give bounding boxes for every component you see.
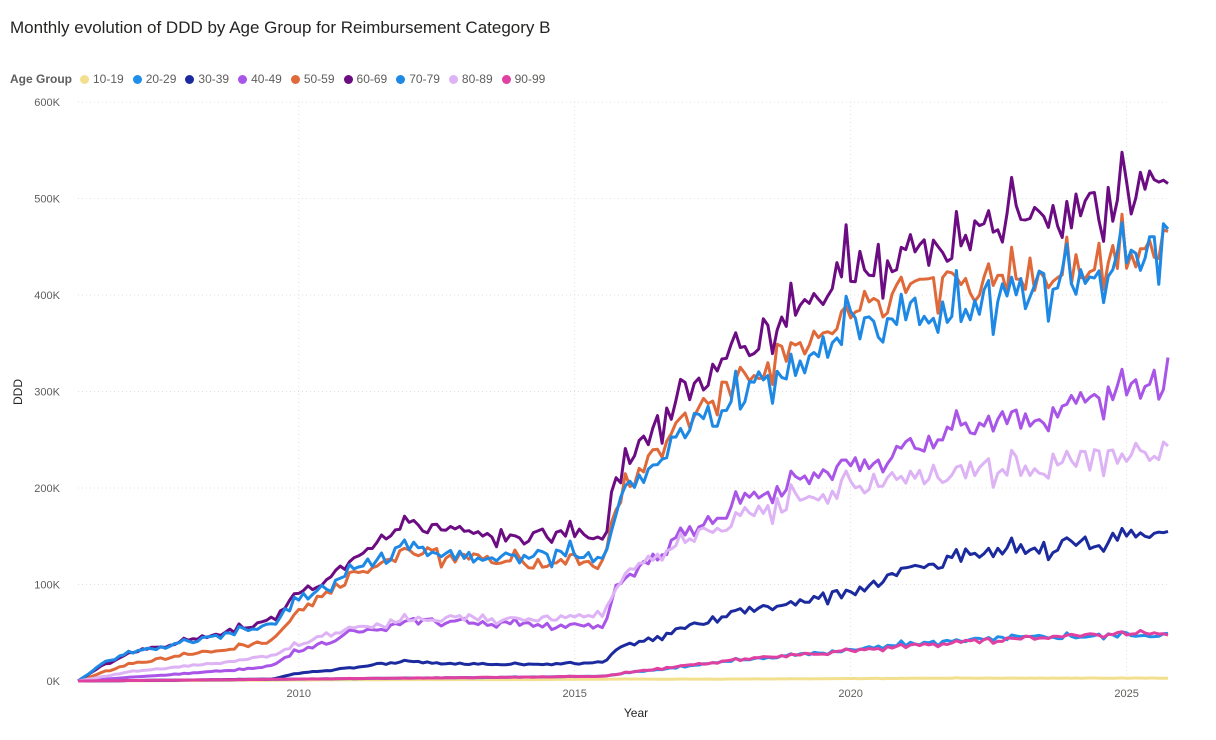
legend-item-50-59[interactable]: 50-59 — [290, 72, 335, 86]
legend-item-90-99[interactable]: 90-99 — [501, 72, 546, 86]
x-tick-label: 2015 — [562, 688, 586, 700]
legend-item-80-89[interactable]: 80-89 — [448, 72, 493, 86]
legend-label: 30-39 — [198, 72, 230, 86]
x-tick-label: 2025 — [1114, 688, 1138, 700]
series-line-70-79[interactable] — [77, 221, 1170, 683]
legend-dot-icon — [396, 74, 406, 84]
y-tick-label: 600K — [34, 97, 60, 109]
gridlines — [78, 101, 1168, 681]
x-tick-label: 2020 — [838, 688, 862, 700]
legend: Age Group 10-19 20-29 30-39 40-49 50-59 … — [10, 72, 554, 86]
x-axis-title: Year — [624, 706, 648, 720]
y-tick-label: 400K — [34, 290, 60, 302]
series-line-40-49[interactable] — [77, 357, 1170, 683]
y-axis: 0K 100K 200K 300K 400K 500K 600K — [34, 97, 60, 688]
series-line-90-99[interactable] — [78, 628, 1169, 683]
legend-label: 60-69 — [356, 72, 388, 86]
legend-dot-icon — [501, 74, 511, 84]
series-line-80-89[interactable] — [77, 440, 1169, 683]
legend-label: 90-99 — [514, 72, 546, 86]
legend-item-30-39[interactable]: 30-39 — [185, 72, 229, 86]
legend-item-10-19[interactable]: 10-19 — [80, 72, 124, 86]
y-tick-label: 100K — [34, 580, 60, 592]
chart-title: Monthly evolution of DDD by Age Group fo… — [10, 18, 551, 37]
legend-dot-icon — [132, 74, 142, 84]
series-line-30-39[interactable] — [78, 526, 1169, 683]
legend-item-20-29[interactable]: 20-29 — [132, 72, 177, 86]
y-tick-label: 500K — [34, 194, 60, 206]
legend-label: 20-29 — [145, 72, 177, 86]
legend-dot-icon — [80, 74, 89, 84]
legend-item-40-49[interactable]: 40-49 — [238, 72, 282, 86]
legend-label: 80-89 — [461, 72, 493, 86]
legend-dot-icon — [238, 74, 248, 84]
x-axis: 2010 2015 2020 2025 — [287, 688, 1139, 700]
legend-item-70-79[interactable]: 70-79 — [396, 72, 440, 86]
series-line-50-59[interactable] — [77, 212, 1169, 683]
legend-dot-icon — [290, 74, 300, 84]
legend-item-60-69[interactable]: 60-69 — [343, 72, 388, 86]
y-tick-label: 300K — [34, 387, 60, 399]
legend-dot-icon — [343, 74, 353, 84]
plot-area[interactable] — [77, 150, 1170, 683]
legend-label: 70-79 — [409, 72, 440, 86]
legend-dot-icon — [448, 74, 458, 84]
y-tick-label: 200K — [34, 483, 60, 495]
x-tick-label: 2010 — [287, 688, 311, 700]
legend-label: 10-19 — [93, 72, 124, 86]
legend-label: 50-59 — [303, 72, 335, 86]
legend-title: Age Group — [10, 72, 72, 86]
legend-dot-icon — [185, 74, 195, 84]
legend-label: 40-49 — [251, 72, 282, 86]
y-axis-title: DDD — [11, 379, 25, 405]
series-line-60-69[interactable] — [77, 150, 1169, 683]
y-tick-label: 0K — [47, 676, 61, 688]
